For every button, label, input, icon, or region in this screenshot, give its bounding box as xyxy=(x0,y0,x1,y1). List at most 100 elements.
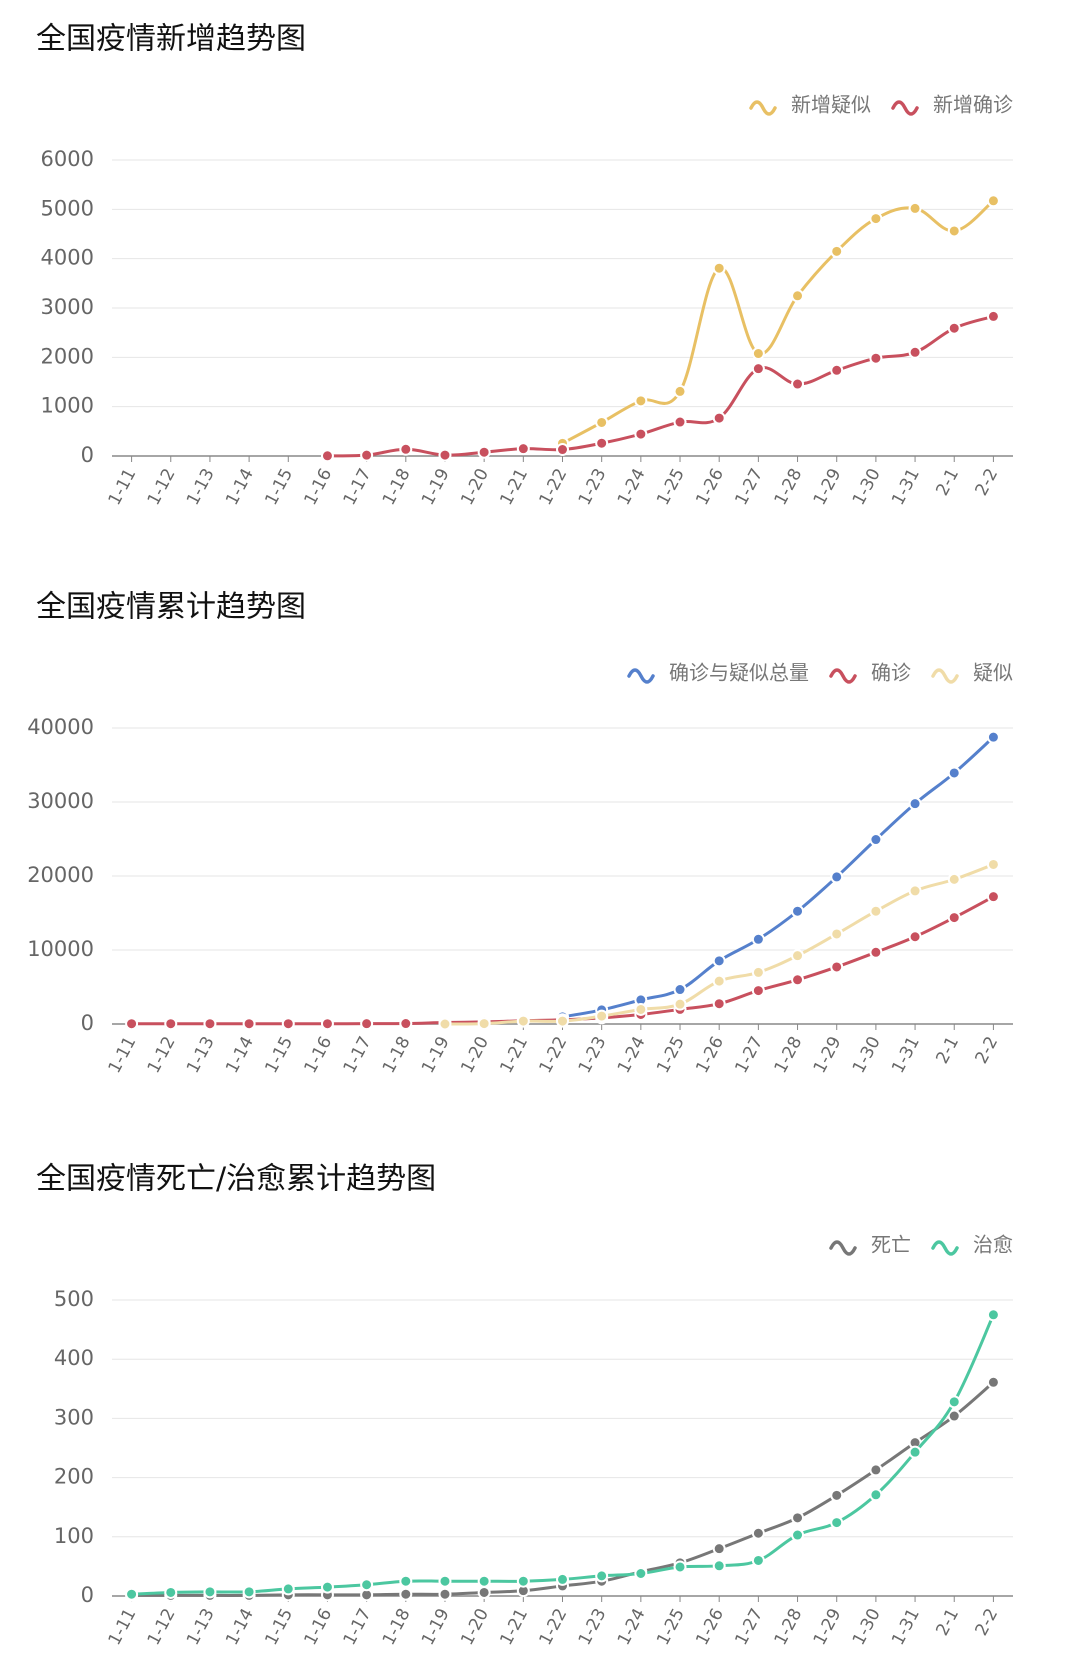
y-tick-label: 0 xyxy=(81,443,94,467)
data-point xyxy=(399,1574,413,1588)
data-point xyxy=(477,445,491,459)
data-point xyxy=(556,1572,569,1586)
data-point xyxy=(986,890,1000,904)
x-tick-label: 1-29 xyxy=(810,465,846,508)
data-point xyxy=(673,415,687,429)
data-point xyxy=(986,1375,1000,1389)
data-point xyxy=(712,411,726,425)
data-point xyxy=(673,983,687,997)
data-point xyxy=(947,1409,961,1423)
x-tick-label: 1-29 xyxy=(810,1033,846,1076)
data-point xyxy=(830,927,844,941)
y-tick-label: 30000 xyxy=(27,789,94,813)
x-tick-label: 1-31 xyxy=(888,1033,924,1076)
x-tick-label: 1-15 xyxy=(261,1033,297,1076)
data-point xyxy=(242,1017,256,1031)
data-point xyxy=(203,1017,217,1031)
x-tick-label: 1-22 xyxy=(536,1033,572,1076)
x-tick-label: 1-13 xyxy=(183,465,219,508)
data-point xyxy=(125,1017,139,1031)
x-tick-label: 1-14 xyxy=(222,1033,258,1076)
data-point xyxy=(791,904,805,918)
data-point xyxy=(830,1516,844,1530)
x-tick-label: 1-12 xyxy=(144,1605,180,1648)
series-line xyxy=(327,314,994,458)
x-tick-label: 1-16 xyxy=(301,465,337,508)
x-tick-label: 2-2 xyxy=(972,465,1003,499)
legend-label: 确诊 xyxy=(871,661,911,685)
data-point xyxy=(751,362,765,376)
data-point xyxy=(673,384,687,398)
series-line xyxy=(562,736,995,1019)
data-point xyxy=(947,224,961,238)
legend-label: 新增疑似 xyxy=(791,93,871,117)
data-point xyxy=(986,309,1000,323)
data-point xyxy=(947,766,961,780)
data-point xyxy=(281,1017,295,1031)
x-tick-label: 1-30 xyxy=(849,1033,885,1076)
x-tick-label: 1-19 xyxy=(418,465,454,508)
legend-label: 确诊与疑似总量 xyxy=(669,661,809,685)
data-point xyxy=(634,1002,648,1016)
x-tick-label: 1-27 xyxy=(731,1033,767,1076)
y-tick-label: 0 xyxy=(81,1011,94,1035)
x-tick-label: 1-12 xyxy=(144,465,180,508)
data-point xyxy=(869,1463,883,1477)
x-tick-label: 1-18 xyxy=(379,1033,415,1076)
data-point xyxy=(791,1528,805,1542)
chart-title: 全国疫情新增趋势图 xyxy=(36,22,306,57)
x-tick-label: 1-15 xyxy=(261,465,297,508)
legend-label: 疑似 xyxy=(973,661,1013,685)
x-tick-label: 1-21 xyxy=(496,1605,532,1648)
x-tick-label: 1-16 xyxy=(301,1033,337,1076)
data-point xyxy=(595,1569,609,1583)
x-tick-label: 1-17 xyxy=(340,465,376,508)
data-point xyxy=(712,1559,726,1573)
data-point xyxy=(438,448,452,462)
data-point xyxy=(320,1580,334,1594)
data-point xyxy=(830,960,844,974)
y-tick-label: 2000 xyxy=(41,344,94,368)
series-line xyxy=(131,1314,995,1596)
x-tick-label: 2-1 xyxy=(932,1605,963,1639)
data-point xyxy=(556,443,569,457)
legend-label: 死亡 xyxy=(871,1233,911,1257)
legend-label: 新增确诊 xyxy=(933,93,1013,117)
data-point xyxy=(712,954,726,968)
x-tick-label: 1-12 xyxy=(144,1033,180,1076)
data-point xyxy=(751,347,765,361)
x-tick-label: 1-24 xyxy=(614,465,650,508)
legend-label: 治愈 xyxy=(973,1233,1013,1257)
x-tick-label: 1-11 xyxy=(105,1033,141,1076)
data-point xyxy=(869,945,883,959)
x-tick-label: 2-1 xyxy=(932,465,963,499)
y-tick-label: 3000 xyxy=(41,295,94,319)
data-point xyxy=(869,833,883,847)
data-point xyxy=(908,201,922,215)
x-tick-label: 1-15 xyxy=(261,1605,297,1648)
data-point xyxy=(438,1017,452,1031)
data-point xyxy=(791,1511,805,1525)
x-tick-label: 2-2 xyxy=(972,1033,1003,1067)
data-point xyxy=(673,997,687,1011)
chart-title: 全国疫情死亡/治愈累计趋势图 xyxy=(36,1162,436,1197)
x-tick-label: 1-18 xyxy=(379,465,415,508)
legend-icon xyxy=(829,668,857,684)
y-tick-label: 10000 xyxy=(27,937,94,961)
x-tick-label: 1-28 xyxy=(771,465,807,508)
x-tick-label: 1-13 xyxy=(183,1033,219,1076)
data-point xyxy=(869,351,883,365)
data-point xyxy=(673,1560,687,1574)
x-tick-label: 1-24 xyxy=(614,1605,650,1648)
x-tick-label: 1-20 xyxy=(457,1605,493,1648)
series-line xyxy=(131,1381,995,1597)
x-tick-label: 1-19 xyxy=(418,1605,454,1648)
series-line xyxy=(131,895,995,1026)
data-point xyxy=(399,1587,413,1601)
data-point xyxy=(556,1014,569,1028)
x-tick-label: 1-26 xyxy=(692,1033,728,1076)
x-tick-label: 1-27 xyxy=(731,1605,767,1648)
data-point xyxy=(320,1017,334,1031)
data-point xyxy=(986,730,1000,744)
